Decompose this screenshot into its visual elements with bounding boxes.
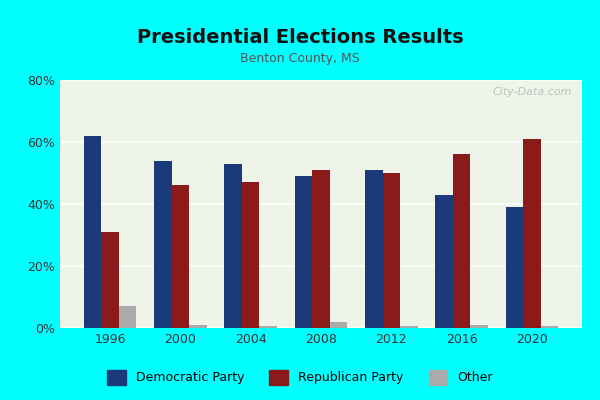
Bar xyxy=(224,164,242,328)
Bar xyxy=(101,232,119,328)
Bar xyxy=(84,136,101,328)
Bar xyxy=(435,195,453,328)
Bar xyxy=(523,139,541,328)
Bar xyxy=(383,173,400,328)
Bar xyxy=(506,207,523,328)
Bar xyxy=(330,322,347,328)
Legend: Democratic Party, Republican Party, Other: Democratic Party, Republican Party, Othe… xyxy=(102,364,498,390)
Text: Presidential Elections Results: Presidential Elections Results xyxy=(137,28,463,47)
Bar xyxy=(189,325,207,328)
Bar xyxy=(242,182,259,328)
Bar xyxy=(470,325,488,328)
Bar xyxy=(365,170,383,328)
Bar xyxy=(541,326,558,328)
Bar xyxy=(312,170,330,328)
Bar xyxy=(119,306,136,328)
Bar xyxy=(453,154,470,328)
Bar xyxy=(295,176,312,328)
Text: Benton County, MS: Benton County, MS xyxy=(240,52,360,65)
Bar xyxy=(154,160,172,328)
Bar xyxy=(259,326,277,328)
Text: City-Data.com: City-Data.com xyxy=(492,88,572,98)
Bar xyxy=(172,186,189,328)
Bar xyxy=(400,326,418,328)
